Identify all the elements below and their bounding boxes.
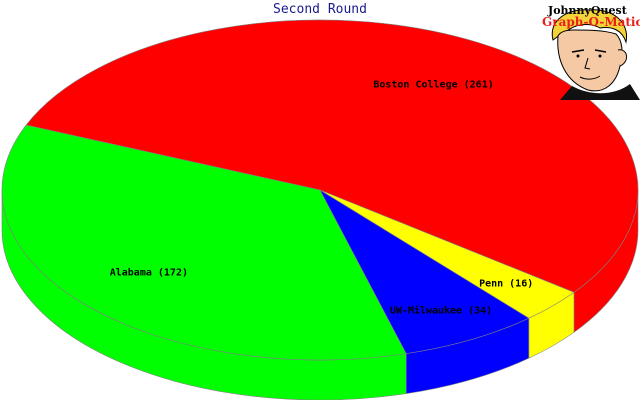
logo-line1: JohnnyQuest (547, 4, 628, 17)
pie-labels: Boston College (261) Alabama (172) UW-Milw… (110, 80, 534, 317)
slice-label-boston-college: Boston College (261) (373, 80, 493, 91)
pie-sides (1, 189, 639, 400)
logo-line2: Graph-O-Matic (542, 15, 640, 29)
pie-top (1, 19, 639, 361)
slice-boston-college (25, 19, 639, 293)
slice-alabama (1, 124, 407, 361)
slice-label-penn: Penn (16) (479, 279, 533, 290)
slice-penn (319, 189, 575, 319)
chart-title: Second Round (273, 2, 367, 17)
slice-uw-milwaukee (319, 189, 530, 354)
slice-label-alabama: Alabama (172) (110, 267, 188, 278)
graph-o-matic-logo: JohnnyQuest Graph-O-Matic (542, 4, 640, 100)
slice-label-uw-milwaukee: UW-Milwaukee (34) (390, 305, 492, 317)
